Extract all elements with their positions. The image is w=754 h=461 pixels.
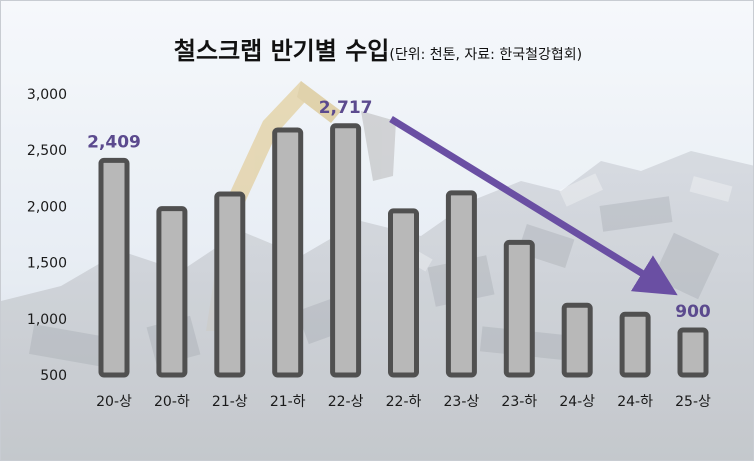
y-tick-label: 1,500 (27, 256, 67, 272)
bar-24-하 (619, 311, 651, 378)
x-tick-label: 24-상 (559, 394, 595, 410)
x-tick-label: 21-하 (270, 394, 306, 410)
bar-20-하 (156, 206, 188, 378)
bar-series (98, 123, 709, 378)
x-tick-label: 20-하 (154, 394, 190, 410)
data-labels: 2,409 2,717 900 (87, 98, 711, 322)
bar-25-상 (677, 327, 709, 378)
bar-23-상 (445, 190, 477, 378)
y-tick-label: 2,500 (27, 143, 67, 159)
y-tick-label: 2,000 (27, 199, 67, 215)
bar-20-상 (98, 157, 130, 378)
data-label: 2,409 (87, 132, 141, 152)
chart-title: 철스크랩 반기별 수입(단위: 천톤, 자료: 한국철강협회) (1, 31, 753, 66)
x-tick-label: 23-상 (444, 394, 480, 410)
bar-21-상 (214, 191, 246, 378)
x-tick-label: 23-하 (501, 394, 537, 410)
x-tick-label: 25-상 (675, 394, 711, 410)
title-unit-source: (단위: 천톤, 자료: 한국철강협회) (389, 47, 583, 63)
bar-22-상 (330, 123, 362, 378)
y-tick-label: 1,000 (27, 312, 67, 328)
x-tick-label: 21-상 (212, 394, 248, 410)
y-tick-label: 3,000 (27, 87, 67, 103)
x-axis: 20-상 20-하 21-상 21-하 22-상 22-하 23-상 23-하 24-상 24-하… (96, 394, 711, 410)
title-main: 철스크랩 반기별 수입 (173, 37, 390, 65)
x-tick-label: 22-하 (386, 394, 422, 410)
bar-21-하 (272, 127, 304, 378)
bar-24-상 (561, 302, 593, 378)
x-tick-label: 22-상 (328, 394, 364, 410)
y-axis: 500 1,000 1,500 2,000 2,500 3,000 (27, 87, 67, 384)
bar-23-하 (503, 239, 535, 378)
y-tick-label: 500 (40, 368, 67, 384)
data-label: 2,717 (319, 98, 373, 118)
data-label: 900 (675, 302, 711, 322)
x-tick-label: 20-상 (96, 394, 132, 410)
trend-arrow (389, 116, 678, 296)
x-tick-label: 24-하 (617, 394, 653, 410)
bar-22-하 (388, 208, 419, 378)
